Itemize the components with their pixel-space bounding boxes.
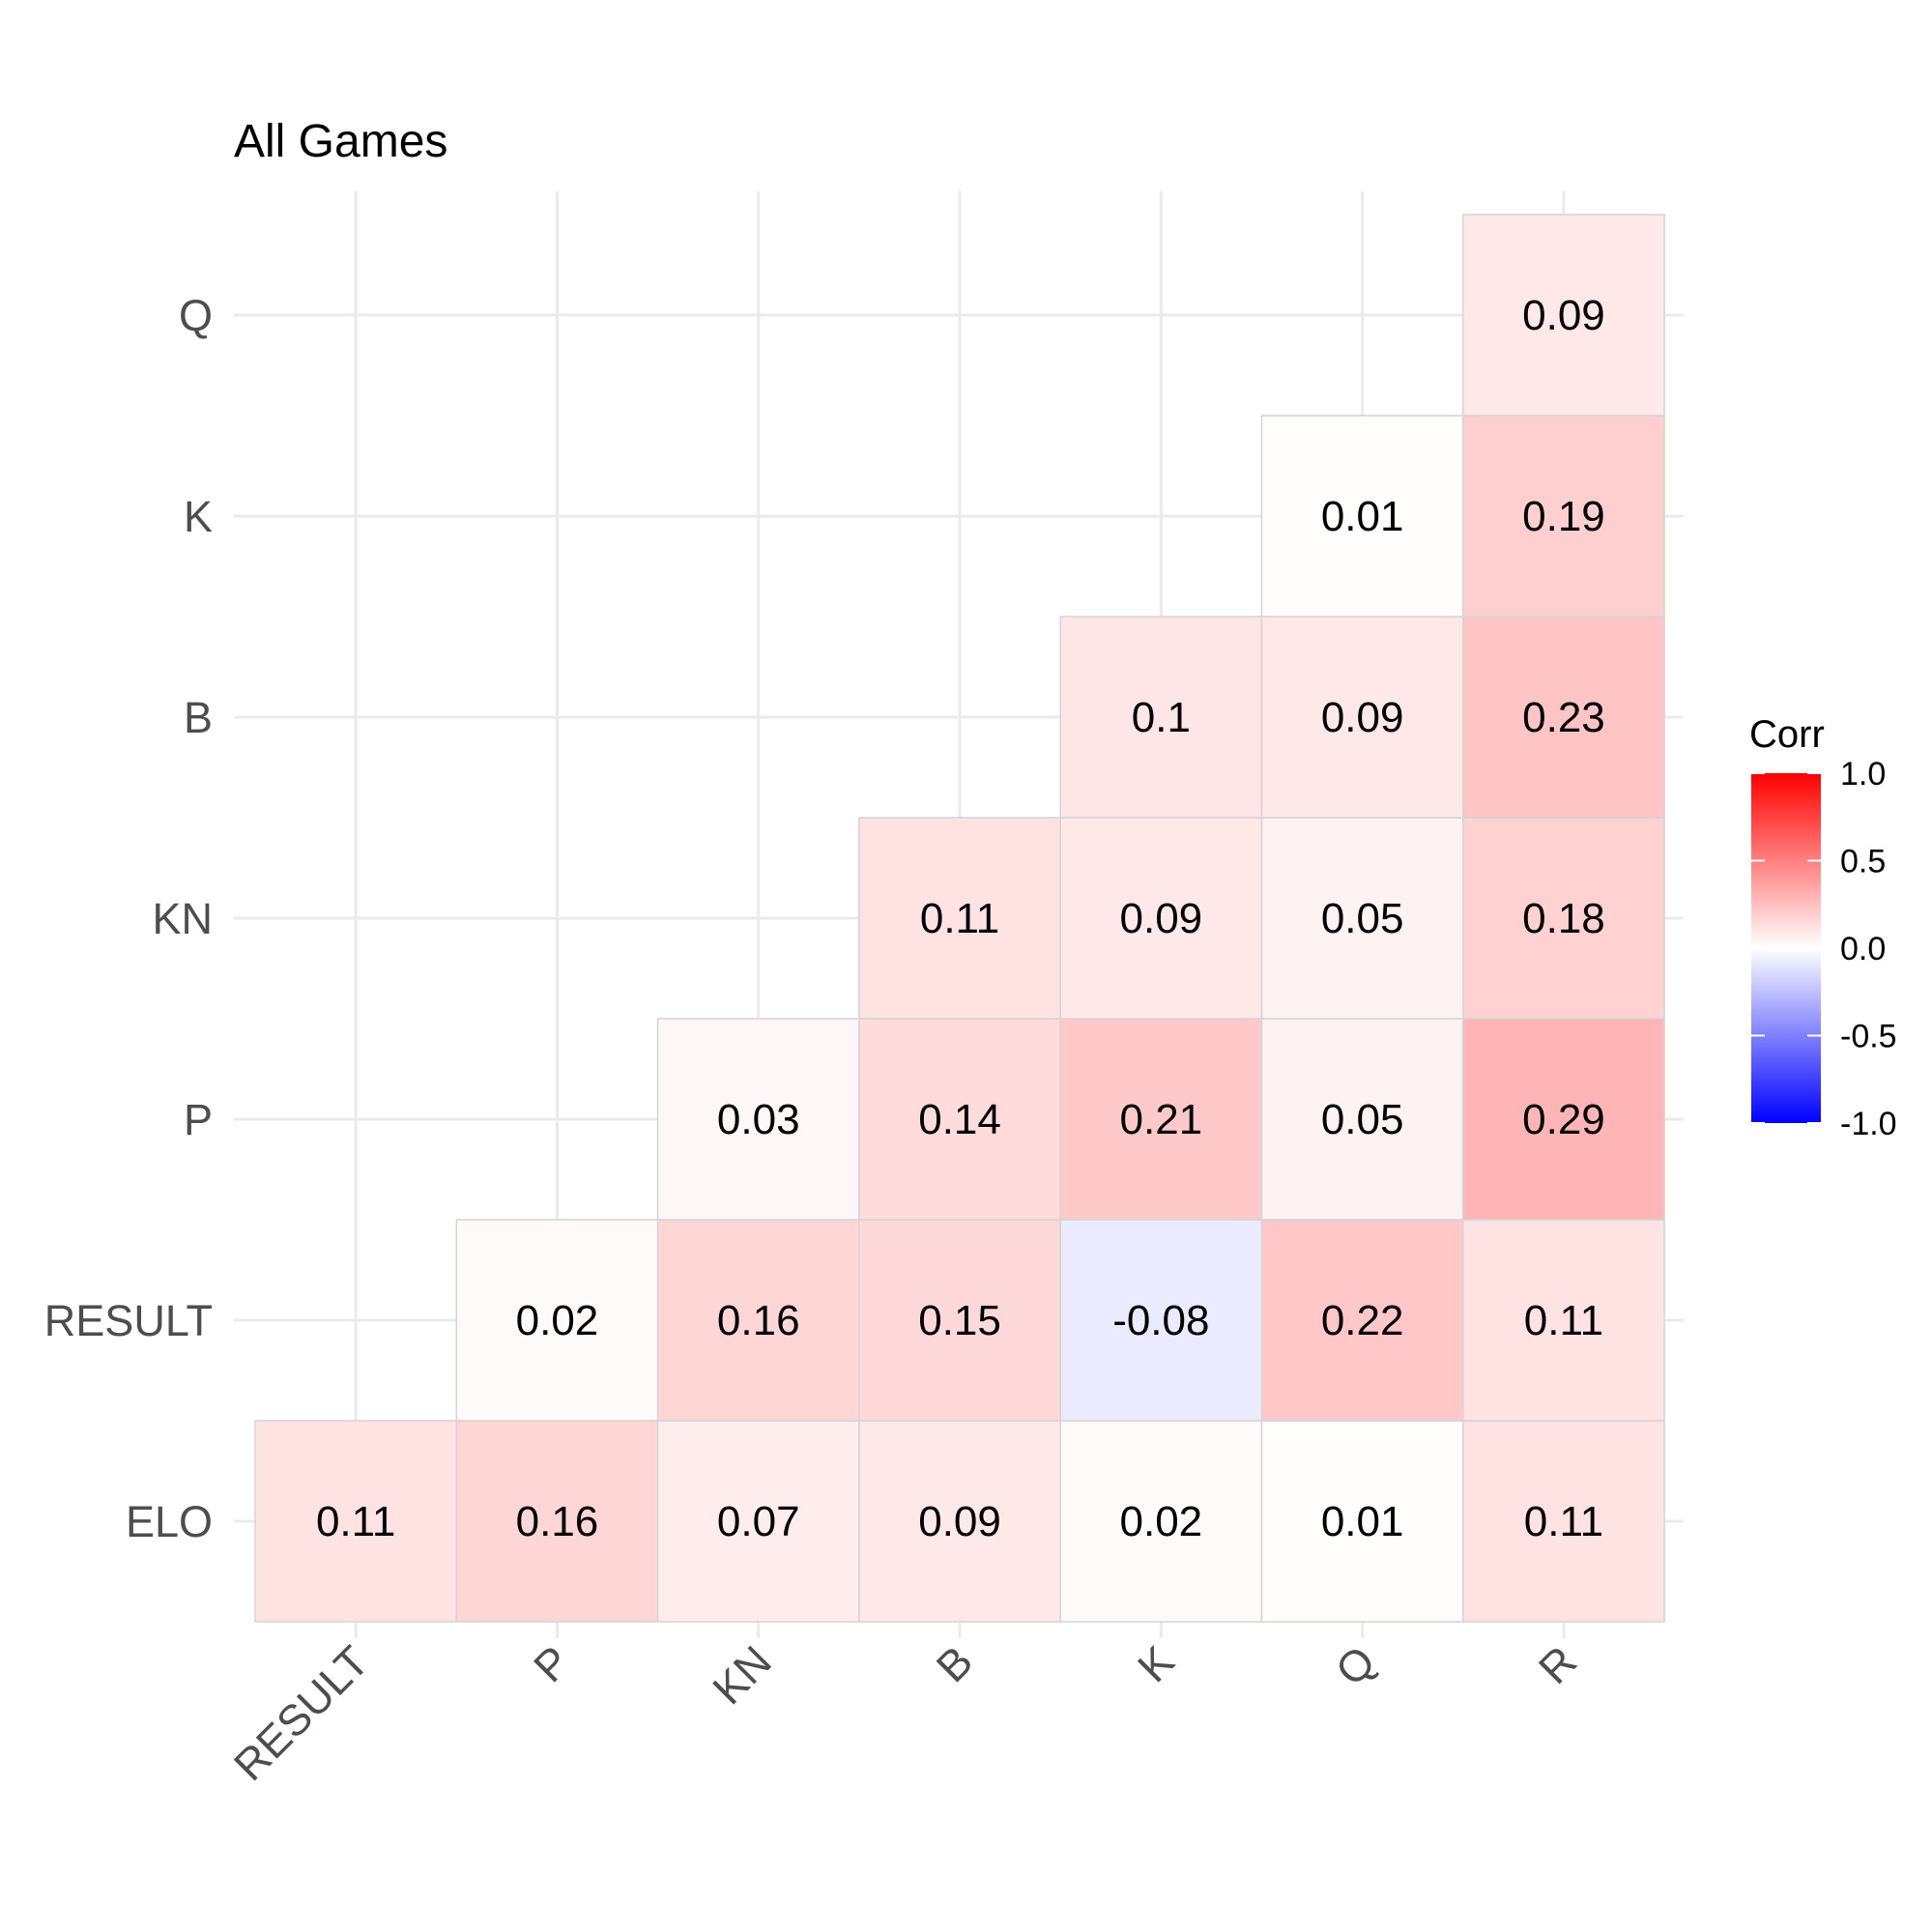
heatmap-cell-q-result: [1260, 1219, 1464, 1422]
heatmap-cell-k-p: [1059, 1018, 1263, 1221]
cell-value-q-kn: 0.05: [1321, 895, 1404, 942]
cell-value-r-result: 0.11: [1524, 1297, 1603, 1344]
legend-tick-label: 0.0: [1840, 931, 1886, 967]
legend-tick-label: 1.0: [1840, 756, 1886, 793]
cell-value-q-p: 0.05: [1321, 1096, 1404, 1143]
x-axis-tick-labels: RESULT P KN B K Q R: [224, 1636, 1586, 1790]
cell-value-q-b: 0.09: [1321, 694, 1404, 741]
heatmap-cell-q-b: [1260, 616, 1464, 819]
chart-title: All Games: [234, 116, 447, 167]
cell-value-q-k: 0.01: [1321, 493, 1404, 540]
y-tick-p: P: [184, 1095, 213, 1144]
cell-value-b-elo: 0.09: [918, 1498, 1001, 1545]
heatmap-cell-b-p: [858, 1018, 1061, 1221]
heatmap-cell-r-elo: [1462, 1420, 1665, 1623]
heatmap-cell-kn-result: [656, 1219, 860, 1422]
heatmap-cell-r-q: [1462, 214, 1665, 417]
legend-tick-label: -0.5: [1840, 1019, 1897, 1055]
heatmap-cell-k-result: [1059, 1219, 1263, 1422]
cell-value-kn-elo: 0.07: [717, 1498, 800, 1545]
cell-value-r-k: 0.19: [1522, 493, 1605, 540]
legend-tick-label: -1.0: [1840, 1106, 1897, 1142]
heatmap-cell-k-b: [1059, 616, 1263, 819]
cell-value-b-result: 0.15: [918, 1297, 1001, 1344]
cell-value-p-result: 0.02: [516, 1297, 599, 1344]
y-tick-result: RESULT: [44, 1296, 213, 1345]
cell-value-q-elo: 0.01: [1321, 1498, 1404, 1545]
heatmap-cell-q-p: [1260, 1018, 1464, 1221]
cell-value-labels: 0.11 0.16 0.07 0.09 0.02 0.01 0.11 0.02 0.16 0.15…: [316, 292, 1605, 1545]
heatmap-cell-b-kn: [858, 817, 1061, 1020]
heatmap-cells: [254, 214, 1665, 1623]
cell-value-k-result: -0.08: [1112, 1297, 1209, 1344]
cell-value-r-elo: 0.11: [1524, 1498, 1603, 1545]
y-tick-q: Q: [179, 291, 213, 340]
legend-title: Corr: [1749, 713, 1825, 756]
cell-value-b-kn: 0.11: [920, 895, 999, 942]
cell-value-r-p: 0.29: [1522, 1096, 1605, 1143]
legend-ticks: 1.0 0.5 0.0 -0.5 -1.0: [1751, 756, 1897, 1142]
legend-tick-label: 0.5: [1840, 844, 1886, 880]
heatmap-cell-r-result: [1462, 1219, 1665, 1422]
cell-value-k-b: 0.1: [1132, 694, 1191, 741]
cell-value-kn-p: 0.03: [717, 1096, 800, 1143]
heatmap-cell-r-kn: [1462, 817, 1665, 1020]
heatmap-cell-kn-p: [656, 1018, 860, 1221]
heatmap-cell-q-k: [1260, 415, 1464, 618]
x-tick-b: B: [927, 1636, 982, 1691]
cell-value-k-elo: 0.02: [1120, 1498, 1203, 1545]
y-tick-elo: ELO: [126, 1497, 213, 1546]
cell-value-kn-result: 0.16: [717, 1297, 800, 1344]
y-tick-b: B: [184, 693, 213, 742]
cell-value-result-elo: 0.11: [316, 1498, 395, 1545]
x-tick-r: R: [1529, 1636, 1586, 1693]
cell-value-p-elo: 0.16: [516, 1498, 599, 1545]
heatmap-cell-p-result: [455, 1219, 659, 1422]
cell-value-q-result: 0.22: [1321, 1297, 1404, 1344]
x-tick-k: K: [1128, 1636, 1183, 1691]
heatmap-cell-k-elo: [1059, 1420, 1263, 1623]
heatmap-cell-k-kn: [1059, 817, 1263, 1020]
heatmap-cell-q-elo: [1260, 1420, 1464, 1623]
heatmap-cell-r-b: [1462, 616, 1665, 819]
color-legend: Corr 1.0 0.5 0.0 -0.5 -1.0: [1749, 713, 1897, 1142]
x-tick-p: P: [524, 1636, 579, 1691]
cell-value-k-p: 0.21: [1120, 1096, 1203, 1143]
heatmap-cell-r-k: [1462, 415, 1665, 618]
heatmap-cell-r-p: [1462, 1018, 1665, 1221]
y-tick-k: K: [184, 492, 213, 541]
y-axis-tick-labels: ELO RESULT P KN B K Q: [44, 291, 213, 1546]
x-tick-kn: KN: [704, 1636, 781, 1714]
cell-value-r-b: 0.23: [1522, 694, 1605, 741]
heatmap-cell-kn-elo: [656, 1420, 860, 1623]
x-tick-q: Q: [1326, 1636, 1385, 1695]
cell-value-k-kn: 0.09: [1120, 895, 1203, 942]
y-tick-kn: KN: [152, 894, 213, 943]
heatmap-cell-q-kn: [1260, 817, 1464, 1020]
cell-value-r-q: 0.09: [1522, 292, 1605, 339]
x-tick-result: RESULT: [224, 1636, 378, 1790]
heatmap-cell-b-result: [858, 1219, 1061, 1422]
cell-value-r-kn: 0.18: [1522, 895, 1605, 942]
cell-value-b-p: 0.14: [918, 1096, 1001, 1143]
